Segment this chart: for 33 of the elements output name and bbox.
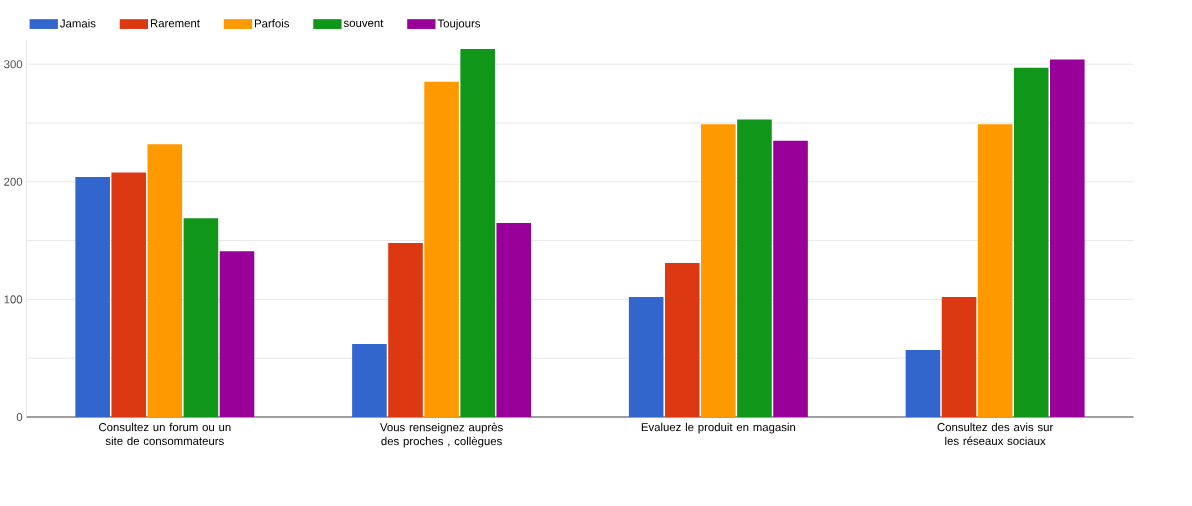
bar [905, 349, 941, 417]
bar [773, 140, 808, 417]
bar [977, 123, 1013, 417]
bar [352, 343, 387, 417]
bar [219, 251, 255, 417]
legend-label: souvent [343, 19, 384, 27]
y-tick-label: 0 [16, 412, 23, 421]
bar [1013, 67, 1049, 417]
y-tick-label: 300 [4, 59, 23, 69]
bar [460, 48, 495, 417]
bar [628, 296, 664, 417]
bar [388, 242, 423, 417]
bar [496, 222, 532, 417]
bar [664, 262, 700, 417]
legend-label: Rarement [150, 19, 200, 28]
legend-label: Jamais [60, 18, 96, 28]
bar [1050, 59, 1085, 417]
bar [183, 218, 219, 417]
y-tick-label: 200 [4, 177, 23, 186]
x-tick-label: Consultez des avis sur les réseaux sociaux [937, 422, 1054, 445]
bar [111, 172, 147, 417]
legend-label: Toujours [437, 18, 481, 30]
x-tick-label: Consultez un forum ou un site de consommateurs [99, 422, 231, 445]
x-tick-label: Vous renseignez auprès des proches , collègues [379, 422, 503, 448]
y-tick-label: 100 [4, 295, 23, 304]
bar [424, 81, 459, 417]
bar [147, 143, 183, 417]
bar [75, 176, 110, 417]
x-tick-label: Evaluez le produit en magasin [641, 422, 796, 434]
bar [701, 123, 736, 417]
bar [737, 119, 772, 417]
bar [941, 296, 977, 417]
legend-label: Parfois [254, 18, 290, 28]
